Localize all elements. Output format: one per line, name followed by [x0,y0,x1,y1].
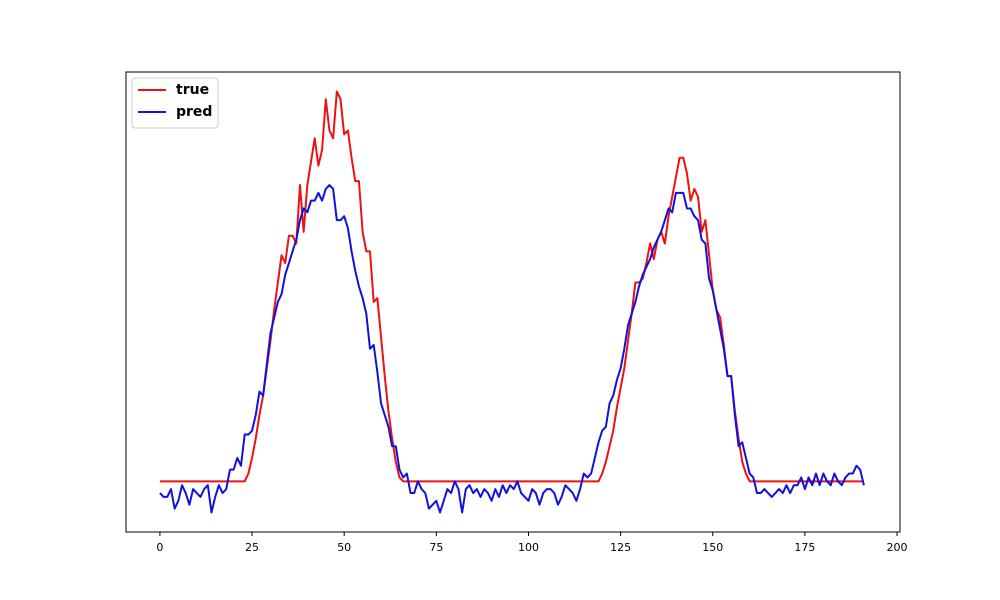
legend-label: true [176,82,209,98]
legend-label: pred [176,104,212,120]
x-tick-label: 25 [245,541,259,554]
x-tick-label: 200 [887,541,908,554]
x-tick-label: 75 [429,541,443,554]
line-1 [159,184,865,514]
x-tick-label: 0 [156,541,163,554]
x-tick-label: 150 [702,541,723,554]
x-tick-label: 50 [337,541,351,554]
x-tick-label: 175 [794,541,815,554]
plot-frame [125,71,901,533]
x-tick-label: 100 [518,541,539,554]
line-0 [159,90,864,483]
x-tick-label: 125 [610,541,631,554]
